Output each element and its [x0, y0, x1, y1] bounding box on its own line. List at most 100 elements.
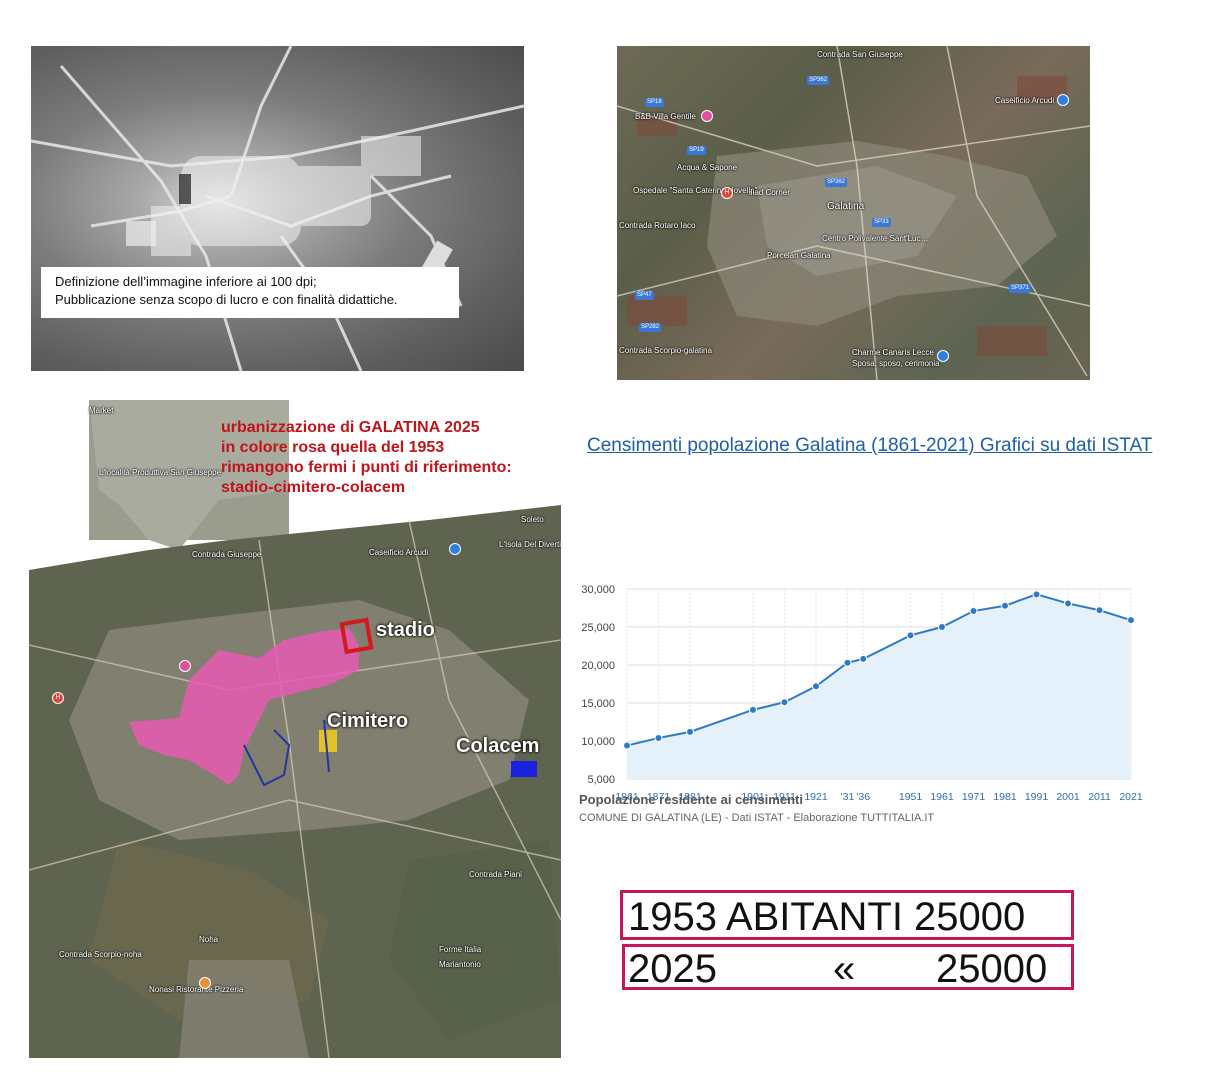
data-point: [906, 631, 915, 640]
label-stadio: stadio: [376, 619, 435, 641]
x-tick-label: '31: [841, 791, 855, 803]
label-contrada-scorpio-noha: Contrada Scorpio-noha: [59, 950, 142, 959]
label-contrada-giuseppe: Contrada Giuseppe: [192, 550, 262, 559]
data-point: [859, 654, 868, 663]
population-area: [627, 594, 1131, 779]
title-line-4: stadio-cimitero-colacem: [221, 479, 406, 496]
road-tag: SP33: [872, 218, 891, 227]
hospital-pin-icon[interactable]: H: [52, 692, 64, 704]
stadio-marker: [339, 617, 374, 655]
label-porcelan: Porcelan Galatina: [767, 251, 831, 260]
label-localita-san-giuseppe: L'località Produttiva San Giuseppe: [99, 468, 222, 477]
road-tag: SP371: [1009, 284, 1032, 293]
y-tick-label: 30,000: [581, 584, 615, 596]
title-line-2: in colore rosa quella del 1953: [221, 439, 445, 456]
x-tick-label: 1871: [647, 791, 671, 803]
y-tick-label: 20,000: [581, 660, 615, 672]
x-tick-label: '36: [856, 791, 870, 803]
shop-pin-icon[interactable]: [449, 543, 461, 555]
label-colacem: Colacem: [456, 735, 540, 757]
road-tag: SP362: [807, 76, 830, 85]
data-point: [686, 727, 694, 736]
y-tick-label: 15,000: [581, 698, 615, 710]
label-mariantonio: Mariantonio: [439, 960, 481, 969]
historical-photo-texture: [31, 46, 524, 371]
value-2025: 25000: [936, 947, 1048, 991]
hotel-pin-icon[interactable]: [179, 660, 191, 672]
label-cimitero: Cimitero: [327, 710, 409, 732]
chart-source: COMUNE DI GALATINA (LE) - Dati ISTAT - E…: [579, 812, 935, 824]
population-points: [623, 590, 1135, 750]
label-contrada-rotaro: Contrada Rotaro Iaco: [619, 221, 696, 230]
data-point: [843, 658, 852, 667]
y-tick-label: 25,000: [581, 622, 615, 634]
x-tick-label: 2021: [1119, 791, 1143, 803]
x-tick-label: 1981: [993, 791, 1017, 803]
data-point: [938, 623, 946, 631]
shop-pin-icon[interactable]: [1057, 94, 1069, 106]
x-axis-ticks: 1861 1871 1881 1901 1911 1921 '31'36 1951 1961 19…: [615, 791, 1143, 803]
label-nonasi: Nonasi Ristorante Pizzeria: [149, 985, 244, 994]
road-tag: SP18: [645, 98, 664, 107]
data-point: [812, 682, 820, 691]
overlay-map-title: urbanizzazione di GALATINA 2025 in color…: [221, 418, 561, 498]
x-tick-label: 1861: [615, 791, 639, 803]
population-line: [626, 593, 1132, 747]
label-centro: Centro Polivalente Sant'Luc…: [822, 234, 929, 243]
data-point: [1127, 616, 1135, 625]
data-point: [1095, 606, 1104, 615]
label-galatina: Galatina: [827, 201, 865, 212]
census-link[interactable]: Censimenti popolazione Galatina (1861-20…: [587, 435, 1153, 456]
label-acqua-sapone: Acqua & Sapone: [677, 163, 738, 172]
restaurant-pin-icon[interactable]: [199, 977, 211, 989]
label-isola-divertimento: L'Isola Del Divertimento 2.0: [499, 540, 561, 549]
data-point: [969, 607, 978, 616]
population-2025-box: 2025 « 25000: [622, 944, 1074, 990]
x-tick-label: 1961: [930, 791, 954, 803]
shopping-pin-icon[interactable]: [937, 350, 949, 362]
chart-title: Popolazione residente ai censimenti: [579, 792, 803, 807]
historical-photo-note: Definizione dell’immagine inferiore ai 1…: [41, 267, 459, 318]
note-line-1: Definizione dell’immagine inferiore ai 1…: [55, 274, 317, 289]
urban-1953-area: [129, 628, 359, 785]
historical-aerial-photo: [31, 46, 524, 371]
data-point: [623, 741, 631, 750]
data-point: [1032, 590, 1041, 599]
y-axis-ticks: 5,000 10,000 15,000 20,000 25,000 30,000: [581, 584, 615, 786]
label-caseificio: Caseificio Arcudi: [995, 96, 1055, 105]
data-point: [1001, 601, 1009, 610]
y-tick-label: 10,000: [581, 736, 615, 748]
colacem-marker: [511, 761, 537, 777]
x-tick-label: 1991: [1025, 791, 1049, 803]
x-tick-label: 1971: [962, 791, 986, 803]
label-contrada-san-giuseppe: Contrada San Giuseppe: [817, 50, 903, 59]
population-chart: 5,000 10,000 15,000 20,000 25,000 30,000 1861…: [581, 584, 1143, 803]
label-market: Market: [89, 406, 114, 415]
label-forme-italia: Forme Italia: [439, 945, 482, 954]
road-tag: SP19: [687, 146, 706, 155]
x-tick-label: 1901: [741, 791, 765, 803]
satellite-map-texture: [617, 46, 1090, 380]
ditto-mark: «: [833, 947, 856, 991]
x-tick-label: 2001: [1056, 791, 1080, 803]
road-tag: SP47: [635, 291, 654, 300]
data-point: [1064, 599, 1072, 608]
title-line-1: urbanizzazione di GALATINA 2025: [221, 419, 480, 436]
overlay-urbanization-map: L'località Produttiva San Giuseppe Contr…: [29, 400, 561, 1058]
title-line-3: rimangono fermi i punti di riferimento:: [221, 459, 512, 476]
population-1953-text: 1953 ABITANTI 25000: [628, 895, 1026, 939]
x-tick-label: 1921: [804, 791, 828, 803]
label-iliad: iliad Corner: [749, 188, 790, 197]
hospital-pin-icon[interactable]: H: [721, 187, 733, 199]
x-tick-label: 2011: [1088, 791, 1111, 803]
x-tick-label: 1881: [678, 791, 702, 803]
label-contrada-piani: Contrada Piani: [469, 870, 522, 879]
hotel-pin-icon[interactable]: [701, 110, 713, 122]
x-tick-label: 1951: [899, 791, 923, 803]
label-soleto: Soleto: [521, 515, 544, 524]
label-ospedale: Ospedale "Santa Caterina Novella": [633, 186, 758, 195]
label-bb-villa-gentile: B&B Villa Gentile: [635, 112, 696, 121]
population-1953-box: 1953 ABITANTI 25000: [620, 890, 1074, 940]
label-charme-sub: Sposa, sposo, cerimonia: [852, 359, 940, 368]
label-contrada-scorpio: Contrada Scorpio-galatina: [619, 346, 712, 355]
